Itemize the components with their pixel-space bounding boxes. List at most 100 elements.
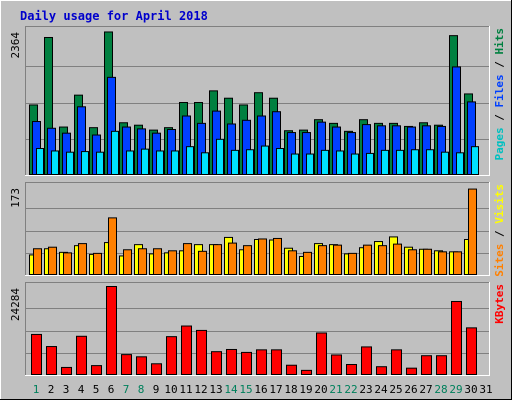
kbytes-bar-day-28: [436, 355, 447, 376]
panel-kbytes: 24284 KBytes: [9, 282, 506, 376]
kbytes-bar-day-13: [211, 351, 222, 376]
pages-bar-day-13: [216, 138, 224, 176]
kbytes-bar-day-27: [421, 355, 432, 376]
kbytes-bar-day-24: [376, 366, 387, 375]
day-label-5: 5: [93, 383, 100, 396]
pages-bar-day-25: [396, 149, 404, 175]
kbytes-bar-day-17: [271, 349, 282, 375]
pages-bar-day-17: [276, 148, 284, 175]
day-label-14: 14: [224, 383, 238, 396]
sites-bar-day-20: [318, 245, 327, 275]
chart-title: Daily usage for April 2018: [20, 9, 208, 23]
kbytes-bar-day-29: [451, 300, 462, 375]
pages-bar-day-1: [36, 148, 44, 175]
sites-bar-day-29: [453, 251, 462, 276]
kbytes-bar-day-15: [241, 351, 252, 376]
kbytes-bar-day-30: [466, 327, 477, 376]
day-label-27: 27: [419, 383, 432, 396]
day-label-20: 20: [314, 383, 327, 396]
legend-files: Files: [493, 74, 506, 107]
kbytes-bar-day-16: [256, 349, 267, 375]
chart-panels: 2364 Pages / Files / Hits 173 Sites / Visit…: [9, 26, 506, 376]
sites-bar-day-5: [93, 252, 102, 276]
kbytes-bar-day-3: [61, 366, 72, 375]
sites-bar-day-17: [273, 237, 282, 275]
day-label-9: 9: [153, 383, 160, 396]
sites-bar-day-16: [258, 238, 267, 275]
day-label-29: 29: [449, 383, 462, 396]
kbytes-bar-day-10: [166, 336, 177, 375]
legend-visits: Visits: [493, 184, 506, 224]
day-label-18: 18: [284, 383, 297, 396]
panel-legend: Sites / Visits: [493, 184, 506, 277]
series-kbytes: [31, 286, 477, 376]
day-label-26: 26: [404, 383, 417, 396]
pages-bar-day-11: [186, 146, 194, 175]
kbytes-bar-day-26: [406, 367, 417, 376]
sites-bar-day-26: [408, 249, 417, 275]
pages-bar-day-6: [111, 130, 119, 176]
day-label-1: 1: [33, 383, 40, 396]
kbytes-bar-day-8: [136, 356, 147, 376]
kbytes-bar-day-14: [226, 348, 237, 376]
panel-max-label: 173: [9, 188, 22, 208]
day-label-15: 15: [239, 383, 252, 396]
pages-bar-day-3: [66, 151, 74, 175]
kbytes-bar-day-18: [286, 364, 297, 375]
pages-bar-day-24: [381, 149, 389, 175]
day-label-25: 25: [389, 383, 402, 396]
pages-bar-day-4: [81, 151, 89, 175]
series-pages: [36, 130, 479, 176]
sites-bar-day-6: [108, 217, 117, 275]
pages-bar-day-21: [336, 150, 344, 176]
panel-legend: Pages / Files / Hits: [493, 28, 506, 161]
pages-bar-day-16: [261, 145, 269, 176]
sites-bar-day-19: [303, 251, 312, 276]
sites-bar-day-8: [138, 248, 147, 275]
day-label-13: 13: [209, 383, 222, 396]
sites-bar-day-12: [198, 250, 207, 276]
kbytes-bar-day-9: [151, 363, 162, 376]
kbytes-bar-day-21: [331, 354, 342, 375]
day-label-30: 30: [464, 383, 477, 396]
day-label-23: 23: [359, 383, 372, 396]
pages-bar-day-29: [456, 152, 464, 176]
panel-hits: 2364 Pages / Files / Hits: [9, 26, 506, 176]
legend-kbytes: KBytes: [493, 284, 506, 324]
kbytes-bar-day-11: [181, 325, 192, 375]
kbytes-bar-day-7: [121, 354, 132, 376]
sites-bar-day-28: [438, 251, 447, 276]
pages-bar-day-18: [291, 153, 299, 176]
day-label-11: 11: [179, 383, 192, 396]
sites-bar-day-2: [48, 246, 57, 275]
sites-bar-day-21: [333, 244, 342, 276]
sites-bar-day-24: [378, 245, 387, 275]
sites-bar-day-30: [468, 188, 477, 275]
kbytes-bar-day-5: [91, 365, 102, 375]
pages-bar-day-5: [96, 151, 104, 175]
day-label-7: 7: [123, 383, 130, 396]
pages-bar-day-14: [231, 149, 239, 175]
series-sites: [33, 188, 477, 276]
day-label-22: 22: [344, 383, 357, 396]
kbytes-bar-day-1: [31, 333, 42, 375]
pages-bar-day-23: [366, 152, 374, 175]
day-label-16: 16: [254, 383, 267, 396]
pages-bar-day-20: [321, 149, 329, 175]
day-label-31: 31: [479, 383, 492, 396]
day-label-10: 10: [164, 383, 177, 396]
pages-bar-day-26: [411, 149, 419, 175]
sites-bar-day-18: [288, 250, 297, 275]
pages-bar-day-7: [126, 150, 134, 176]
sites-bar-day-11: [183, 243, 192, 276]
sites-bar-day-9: [153, 248, 162, 275]
kbytes-bar-day-2: [46, 346, 57, 376]
day-label-24: 24: [374, 383, 388, 396]
sites-bar-day-27: [423, 248, 432, 275]
day-label-6: 6: [108, 383, 115, 396]
legend-hits: Hits: [493, 28, 506, 55]
pages-bar-day-19: [306, 153, 314, 176]
pages-bar-day-27: [426, 149, 434, 175]
panel-max-label: 24284: [9, 288, 22, 321]
sites-bar-day-13: [213, 244, 222, 276]
